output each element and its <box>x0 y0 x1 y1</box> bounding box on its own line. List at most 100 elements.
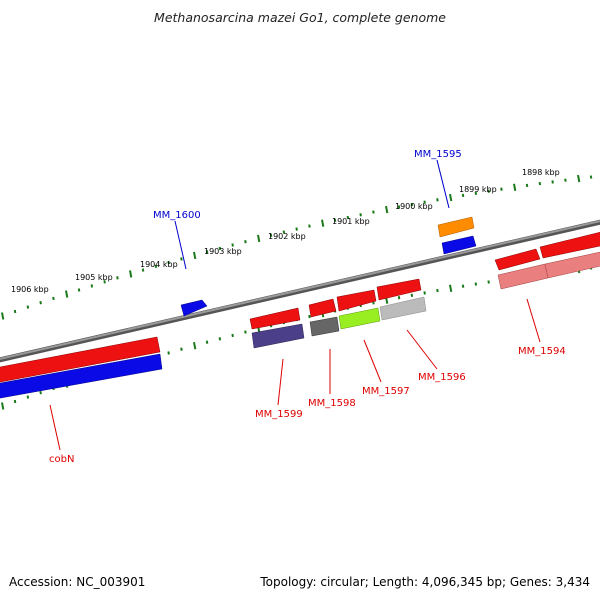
outer-major-tick <box>193 251 197 260</box>
leader-mm1594 <box>526 298 541 343</box>
reverse-genes <box>0 251 600 399</box>
inner-minor-tick <box>244 330 247 334</box>
leader-mm1596 <box>406 329 438 370</box>
inner-minor-tick <box>205 340 209 344</box>
gene-mm1599-forward[interactable] <box>249 307 301 330</box>
inner-minor-tick <box>231 333 234 338</box>
outer-minor-tick <box>231 243 234 247</box>
outer-minor-tick <box>397 205 401 209</box>
outer-minor-tick <box>269 233 273 237</box>
genome-backbone-highlight <box>0 220 600 360</box>
gene-cobn[interactable] <box>0 353 163 399</box>
label-cobn[interactable]: cobN <box>49 454 74 465</box>
leader-mm1597 <box>363 339 382 383</box>
leader-mm1600 <box>174 220 187 270</box>
inner-minor-tick <box>13 399 17 404</box>
gene-mm1597[interactable] <box>338 307 381 330</box>
inner-minor-tick <box>487 280 490 284</box>
gene-mm1596[interactable] <box>379 296 427 321</box>
outer-minor-tick <box>295 227 298 231</box>
outer-minor-tick <box>359 213 362 217</box>
outer-minor-tick <box>487 189 490 193</box>
outer-minor-tick <box>589 175 593 179</box>
outer-minor-tick <box>205 250 209 254</box>
outer-minor-tick <box>116 276 119 280</box>
outer-major-tick <box>449 193 453 202</box>
inner-minor-tick <box>39 391 42 395</box>
gene-mm1598-forward[interactable] <box>308 298 337 318</box>
gene-mm1595[interactable] <box>437 216 475 238</box>
outer-minor-tick <box>538 181 542 186</box>
outer-minor-tick <box>525 183 529 188</box>
outer-major-tick <box>385 205 389 214</box>
outer-minor-tick <box>436 198 439 202</box>
gene-mm1600[interactable] <box>180 299 208 317</box>
map-title: Methanosarcina mazei Go1, complete genom… <box>154 10 446 25</box>
leader-cobn <box>49 404 61 451</box>
label-mm1594[interactable]: MM_1594 <box>518 346 566 357</box>
label-mm1595[interactable]: MM_1595 <box>414 149 462 160</box>
outer-major-tick <box>577 174 581 183</box>
gene-mm1594-forward-a[interactable] <box>494 248 541 271</box>
outer-minor-tick <box>372 210 375 214</box>
outer-minor-tick <box>218 246 222 251</box>
label-mm1600[interactable]: MM_1600 <box>153 210 201 221</box>
label-mm1598[interactable]: MM_1598 <box>308 398 356 409</box>
outer-minor-tick <box>103 280 106 284</box>
leader-mm1595 <box>436 159 450 209</box>
outer-minor-tick <box>39 301 42 305</box>
scale-label-1902: 1902 kbp <box>268 232 306 241</box>
inner-minor-tick <box>461 284 465 288</box>
outer-minor-tick <box>500 187 503 191</box>
outer-minor-tick <box>244 240 247 244</box>
inner-major-tick <box>449 284 453 292</box>
outer-minor-tick <box>308 224 311 228</box>
scale-label-1900: 1900 kbp <box>395 202 433 211</box>
scale-label-1901: 1901 kbp <box>332 217 370 226</box>
label-mm1599[interactable]: MM_1599 <box>255 409 303 420</box>
inner-major-tick <box>1 402 5 410</box>
outer-minor-tick <box>180 257 183 261</box>
scale-label-1906: 1906 kbp <box>11 285 49 294</box>
gene-mm1594-forward-b[interactable] <box>539 231 600 259</box>
inner-minor-tick <box>308 314 311 319</box>
outer-minor-tick <box>474 191 478 195</box>
outer-minor-tick <box>410 202 414 207</box>
label-mm1597[interactable]: MM_1597 <box>362 386 410 397</box>
scale-label-1904: 1904 kbp <box>140 260 178 269</box>
outer-major-tick <box>65 290 69 298</box>
label-mm1596[interactable]: MM_1596 <box>418 372 466 383</box>
outer-major-tick <box>257 234 261 243</box>
topology-text: Topology: circular; Length: 4,096,345 bp… <box>260 575 590 589</box>
gene-mm1595-blue[interactable] <box>441 235 477 255</box>
gene-mm1598[interactable] <box>309 316 340 337</box>
inner-major-tick <box>193 342 197 350</box>
outer-minor-tick <box>77 288 81 292</box>
gene-mm1596-forward[interactable] <box>376 278 422 301</box>
outer-tick-ring <box>1 174 593 320</box>
outer-minor-tick <box>461 193 465 198</box>
scale-label-1903: 1903 kbp <box>204 247 242 256</box>
leader-mm1599 <box>277 358 284 406</box>
gene-mm1599[interactable] <box>251 323 305 349</box>
label-leaders <box>49 159 541 451</box>
gene-labels: MM_1595 MM_1600 MM_1594 MM_1596 MM_1597 … <box>49 149 566 465</box>
inner-minor-tick <box>180 347 183 351</box>
inner-minor-tick <box>26 395 30 399</box>
inner-minor-tick <box>397 296 401 300</box>
inner-minor-tick <box>410 293 414 297</box>
outer-minor-tick <box>52 296 55 301</box>
inner-minor-tick <box>218 337 222 341</box>
outer-minor-tick <box>282 230 286 234</box>
outer-major-tick <box>1 312 5 320</box>
outer-minor-tick <box>333 218 337 222</box>
gene-mm1597-forward[interactable] <box>336 289 377 312</box>
outer-major-tick <box>513 183 517 191</box>
gene-cobn-forward[interactable] <box>0 336 161 383</box>
gene-mm1594-b[interactable] <box>544 251 600 279</box>
outer-minor-tick <box>564 178 567 182</box>
scale-label-1905: 1905 kbp <box>75 273 113 282</box>
outer-minor-tick <box>154 264 158 268</box>
outer-minor-tick <box>90 284 94 288</box>
